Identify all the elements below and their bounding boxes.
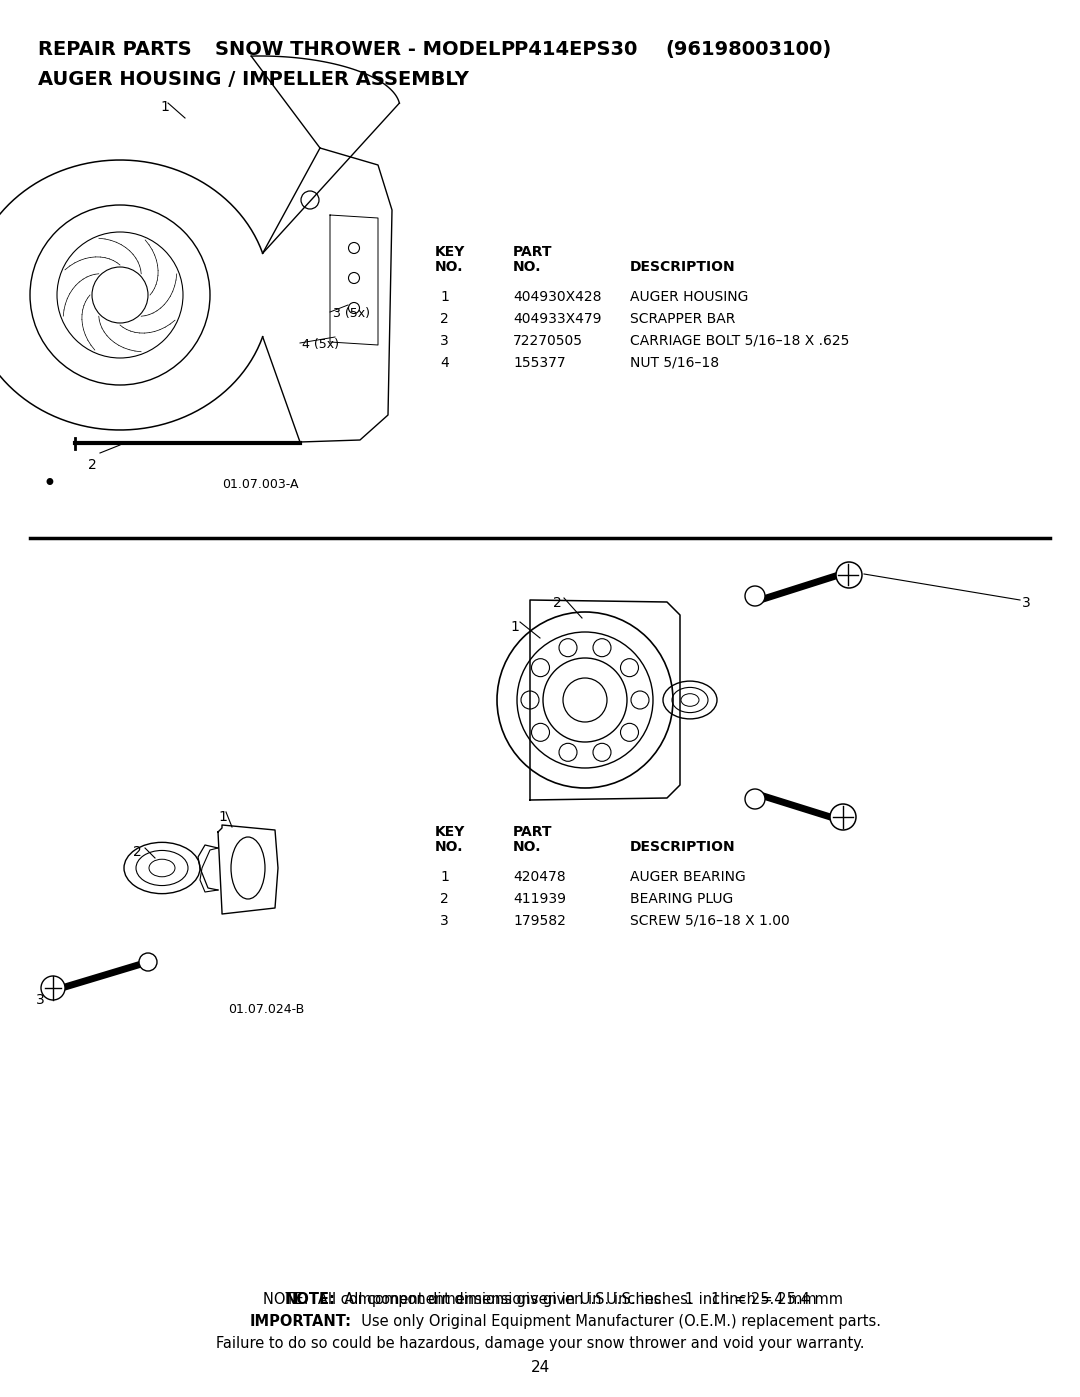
Text: AUGER BEARING: AUGER BEARING (630, 870, 746, 884)
Text: 1: 1 (160, 101, 168, 115)
Text: 2: 2 (553, 597, 562, 610)
Text: PART: PART (513, 244, 553, 258)
Text: 1: 1 (218, 810, 227, 824)
Circle shape (139, 953, 157, 971)
Text: 01.07.024-B: 01.07.024-B (228, 1003, 305, 1016)
Text: 2: 2 (87, 458, 97, 472)
Text: SNOW THROWER - MODEL: SNOW THROWER - MODEL (215, 41, 500, 59)
Text: SCRAPPER BAR: SCRAPPER BAR (630, 312, 735, 326)
Text: 2: 2 (133, 845, 141, 859)
Text: SCREW 5/16–18 X 1.00: SCREW 5/16–18 X 1.00 (630, 914, 789, 928)
Text: DESCRIPTION: DESCRIPTION (630, 840, 735, 854)
Circle shape (349, 303, 360, 313)
Text: REPAIR PARTS: REPAIR PARTS (38, 41, 191, 59)
Text: 2: 2 (440, 893, 449, 907)
Text: 404933X479: 404933X479 (513, 312, 602, 326)
Text: 3: 3 (440, 914, 449, 928)
Text: 1: 1 (440, 291, 449, 305)
Circle shape (831, 805, 856, 830)
Text: All component dimensions given in U.S. inches.    1 inch = 25.4 mm: All component dimensions given in U.S. i… (335, 1292, 843, 1308)
Text: 01.07.003-A: 01.07.003-A (222, 478, 298, 490)
Text: 3: 3 (1022, 597, 1030, 610)
Text: IMPORTANT:: IMPORTANT: (249, 1315, 352, 1329)
Text: AUGER HOUSING: AUGER HOUSING (630, 291, 748, 305)
Text: 3: 3 (36, 993, 44, 1007)
Text: BEARING PLUG: BEARING PLUG (630, 893, 733, 907)
Text: 24: 24 (530, 1361, 550, 1375)
Text: •: • (42, 472, 56, 496)
Text: DESCRIPTION: DESCRIPTION (630, 260, 735, 274)
Text: NO.: NO. (435, 260, 463, 274)
Circle shape (745, 789, 765, 809)
Text: 4 (5x): 4 (5x) (302, 338, 339, 351)
Text: 4: 4 (440, 356, 449, 370)
Text: NO.: NO. (513, 840, 541, 854)
Text: 404930X428: 404930X428 (513, 291, 602, 305)
Text: 1: 1 (440, 870, 449, 884)
Text: 420478: 420478 (513, 870, 566, 884)
Circle shape (301, 191, 319, 210)
Text: 179582: 179582 (513, 914, 566, 928)
Text: NOTE:: NOTE: (285, 1292, 336, 1308)
Text: KEY: KEY (435, 244, 465, 258)
Text: KEY: KEY (435, 826, 465, 840)
Text: 2: 2 (440, 312, 449, 326)
Text: NOTE:  All component dimensions given in U.S. inches.    1 inch = 25.4 mm: NOTE: All component dimensions given in … (264, 1292, 816, 1308)
Text: 3 (5x): 3 (5x) (333, 307, 370, 320)
Circle shape (836, 562, 862, 588)
Text: AUGER HOUSING / IMPELLER ASSEMBLY: AUGER HOUSING / IMPELLER ASSEMBLY (38, 70, 469, 89)
Text: 411939: 411939 (513, 893, 566, 907)
Circle shape (745, 585, 765, 606)
Text: Use only Original Equipment Manufacturer (O.E.M.) replacement parts.: Use only Original Equipment Manufacturer… (352, 1315, 881, 1329)
Text: 72270505: 72270505 (513, 334, 583, 348)
Text: PP414EPS30: PP414EPS30 (500, 41, 637, 59)
Text: NO.: NO. (513, 260, 541, 274)
Text: 3: 3 (440, 334, 449, 348)
Text: 1: 1 (510, 620, 518, 634)
Text: 155377: 155377 (513, 356, 566, 370)
Circle shape (349, 243, 360, 253)
Text: NO.: NO. (435, 840, 463, 854)
Text: NUT 5/16–18: NUT 5/16–18 (630, 356, 719, 370)
Circle shape (41, 977, 65, 1000)
Circle shape (349, 272, 360, 284)
Text: PART: PART (513, 826, 553, 840)
Text: Failure to do so could be hazardous, damage your snow thrower and void your warr: Failure to do so could be hazardous, dam… (216, 1336, 864, 1351)
Text: CARRIAGE BOLT 5/16–18 X .625: CARRIAGE BOLT 5/16–18 X .625 (630, 334, 849, 348)
Text: (96198003100): (96198003100) (665, 41, 832, 59)
